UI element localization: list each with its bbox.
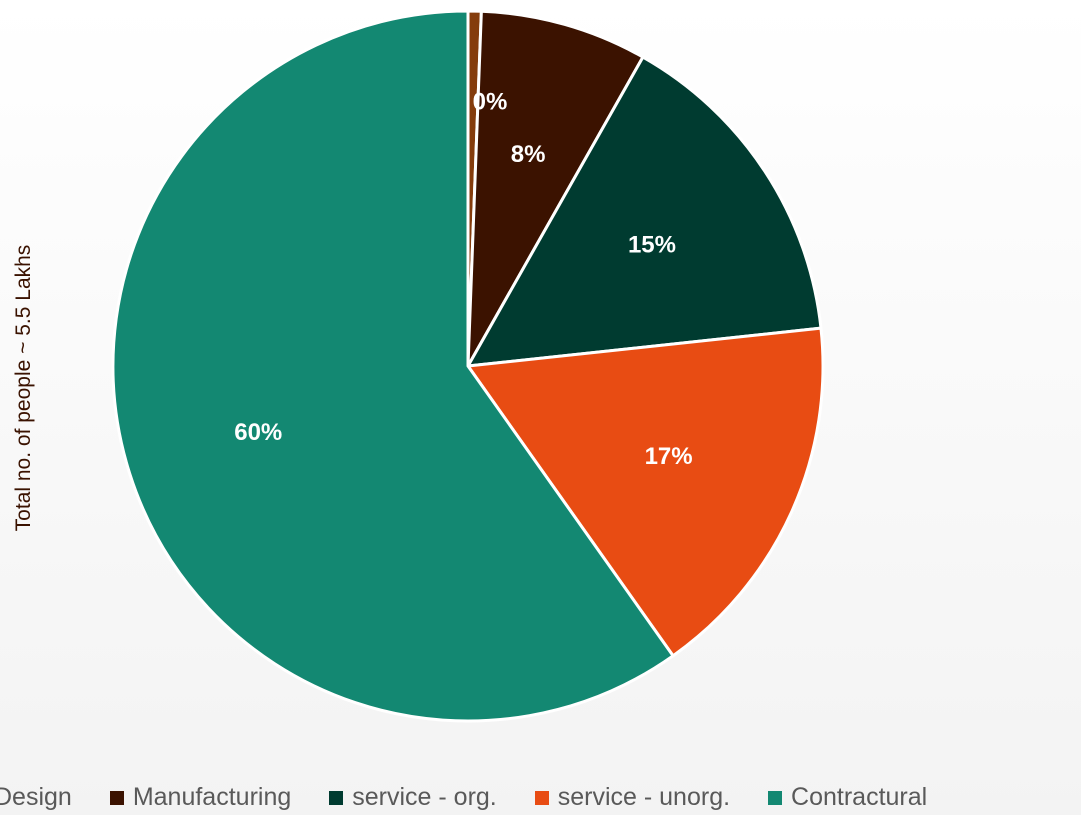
legend-swatch	[109, 790, 124, 805]
legend-label: Design	[0, 783, 72, 811]
y-axis-label: Total no. of people ~ 5.5 Lakhs	[12, 244, 35, 532]
pie-slice-service-unorg	[466, 326, 825, 658]
legend-item: Manufacturing	[109, 783, 292, 812]
legend-item: service - unorg.	[534, 783, 731, 812]
data-label: 60%	[234, 419, 282, 446]
legend-swatch	[329, 790, 344, 805]
pie-slice-service-org	[466, 55, 823, 368]
pie-slice-manufacturing	[466, 9, 645, 368]
data-label: 15%	[628, 232, 676, 259]
legend-swatch	[534, 790, 549, 805]
legend-label: Contractural	[791, 783, 928, 811]
legend-swatch	[768, 790, 783, 805]
data-label: 8%	[511, 141, 546, 168]
legend-label: service - unorg.	[557, 783, 731, 811]
chart-legend: Design Manufacturing service - org. service…	[0, 783, 965, 812]
pie-slice-contractural	[111, 9, 675, 723]
legend-item: Contractural	[768, 783, 927, 812]
legend-item: Design	[0, 783, 72, 812]
data-label: 17%	[645, 443, 693, 470]
legend-label: service - org.	[352, 783, 497, 811]
data-label: 0%	[473, 89, 508, 116]
legend-item: service - org.	[329, 783, 497, 812]
legend-label: Manufacturing	[132, 783, 292, 811]
